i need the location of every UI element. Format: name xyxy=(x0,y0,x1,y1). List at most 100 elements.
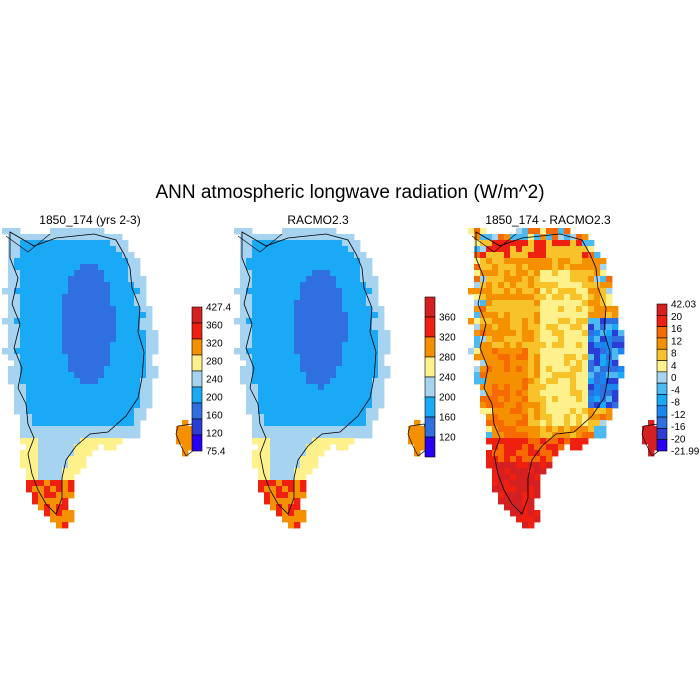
map-cell xyxy=(576,318,583,325)
map-cell xyxy=(600,360,607,367)
map-cell xyxy=(534,480,541,487)
map-cell xyxy=(522,282,529,289)
map-cell xyxy=(258,276,265,283)
map-cell xyxy=(360,270,367,277)
map-cell xyxy=(38,414,45,421)
map-cell xyxy=(348,366,355,373)
map-cell xyxy=(522,444,529,451)
map-cell xyxy=(86,354,93,361)
map-cell xyxy=(258,336,265,343)
map-cell xyxy=(612,396,619,403)
map-cell xyxy=(110,354,117,361)
map-cell xyxy=(26,468,33,475)
map-cell xyxy=(258,438,265,445)
colorbar-swatch xyxy=(191,386,203,404)
map-cell xyxy=(50,438,57,445)
map-cell xyxy=(300,360,307,367)
map-cell xyxy=(92,438,99,445)
map-cell xyxy=(140,402,147,409)
map-cell xyxy=(134,336,141,343)
map-cell xyxy=(282,504,289,511)
map-cell xyxy=(8,354,15,361)
map-cell xyxy=(606,372,613,379)
map-cell xyxy=(80,384,87,391)
map-cell xyxy=(510,510,517,517)
map-cell xyxy=(348,342,355,349)
map-cell xyxy=(366,312,373,319)
map-cell xyxy=(594,318,601,325)
map-cell xyxy=(116,252,123,259)
map-cell xyxy=(516,504,523,511)
map-cell xyxy=(510,348,517,355)
map-cell xyxy=(300,468,307,475)
map-cell xyxy=(492,258,499,265)
map-cell xyxy=(648,432,655,439)
map-cell xyxy=(92,414,99,421)
map-cell xyxy=(110,246,117,253)
map-cell xyxy=(618,366,625,373)
map-cell xyxy=(2,228,9,235)
map-cell xyxy=(122,252,129,259)
map-cell xyxy=(188,444,195,451)
map-cell xyxy=(570,372,577,379)
map-cell xyxy=(110,384,117,391)
map-cell xyxy=(276,384,283,391)
map-cell xyxy=(414,444,421,451)
map-cell xyxy=(348,294,355,301)
map-cell xyxy=(62,396,69,403)
map-cell xyxy=(324,318,331,325)
map-cell xyxy=(56,420,63,427)
map-cell xyxy=(122,312,129,319)
map-cell xyxy=(318,426,325,433)
map-cell xyxy=(56,516,63,523)
map-cell xyxy=(240,348,247,355)
map-cell xyxy=(294,378,301,385)
map-cell xyxy=(540,402,547,409)
map-cell xyxy=(276,246,283,253)
map-cell xyxy=(182,426,189,433)
map-cell xyxy=(576,240,583,247)
map-cell xyxy=(306,252,313,259)
map-cell xyxy=(270,234,277,241)
map-cell xyxy=(264,234,271,241)
map-cell xyxy=(246,348,253,355)
map-cell xyxy=(32,492,39,499)
map-cell xyxy=(270,312,277,319)
map-cell xyxy=(74,408,81,415)
map-cell xyxy=(324,282,331,289)
map-cell xyxy=(276,306,283,313)
map-cell xyxy=(600,300,607,307)
map-cell xyxy=(300,384,307,391)
map-cell xyxy=(510,456,517,463)
map-cell xyxy=(498,462,505,469)
map-cell xyxy=(570,354,577,361)
map-cell xyxy=(26,264,33,271)
map-cell xyxy=(134,288,141,295)
map-cell xyxy=(104,438,111,445)
map-cell xyxy=(486,252,493,259)
map-cell xyxy=(606,318,613,325)
map-cell xyxy=(492,426,499,433)
map-cell xyxy=(288,258,295,265)
map-cell xyxy=(366,402,373,409)
map-cell xyxy=(420,444,427,451)
map-cell xyxy=(234,228,241,235)
map-cell xyxy=(146,336,153,343)
map-cell xyxy=(552,246,559,253)
map-cell xyxy=(240,372,247,379)
map-cell xyxy=(480,354,487,361)
map-cell xyxy=(306,276,313,283)
map-cell xyxy=(594,300,601,307)
map-cell xyxy=(38,336,45,343)
map-cell xyxy=(258,450,265,457)
map-cell xyxy=(588,342,595,349)
map-cell xyxy=(348,276,355,283)
map-cell xyxy=(56,402,63,409)
map-cell xyxy=(32,234,39,241)
map-cell xyxy=(104,390,111,397)
map-cell xyxy=(558,366,565,373)
map-cell xyxy=(62,288,69,295)
map-cell xyxy=(564,228,571,235)
map-cell xyxy=(642,432,649,439)
colorbar-label: 16 xyxy=(671,324,683,335)
